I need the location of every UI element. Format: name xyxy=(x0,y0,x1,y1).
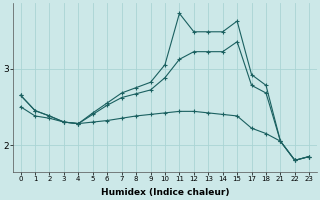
X-axis label: Humidex (Indice chaleur): Humidex (Indice chaleur) xyxy=(101,188,229,197)
